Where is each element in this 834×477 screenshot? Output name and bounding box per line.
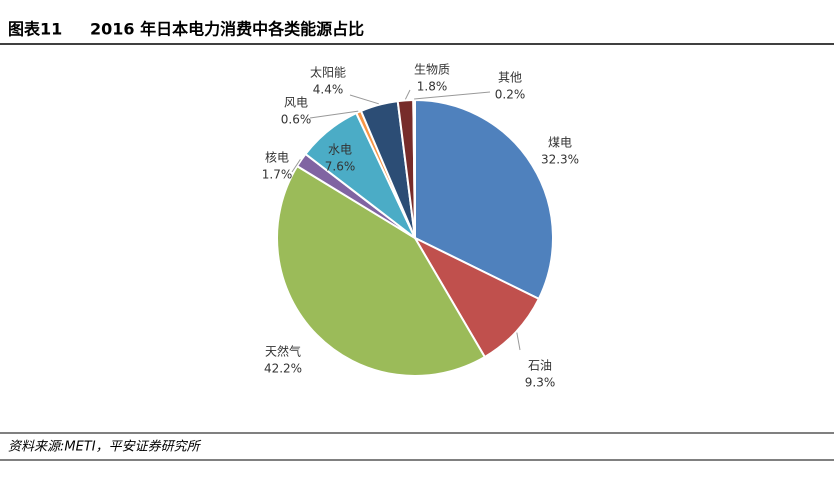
slice-name: 太阳能 [310, 65, 346, 80]
leader-line [349, 94, 379, 105]
pie-slice [412, 235, 541, 359]
chart-title: 2016 年日本电力消费中各类能源占比 [90, 20, 364, 39]
slice-name: 其他 [498, 71, 522, 85]
slice-value: 0.2% [495, 88, 526, 102]
leader-line [516, 332, 521, 351]
source-note: 资料来源:METI，平安证券研究所 [8, 439, 202, 455]
leader-line [414, 91, 491, 100]
leader-line [404, 89, 411, 100]
slice-value: 9.3% [525, 376, 556, 390]
pie-slice [414, 98, 554, 301]
slice-value: 1.7% [262, 168, 293, 182]
leader-line [309, 110, 359, 119]
slice-name: 水电 [328, 143, 352, 157]
slice-name: 天然气 [265, 344, 301, 359]
slice-value: 7.6% [325, 160, 356, 174]
slice-value: 0.6% [281, 113, 312, 127]
slice-name: 石油 [528, 359, 552, 373]
figure-label: 图表11 [8, 20, 62, 39]
slice-name: 风电 [284, 96, 308, 110]
slice-value: 32.3% [541, 153, 579, 167]
slice-name: 核电 [265, 151, 289, 165]
pie-slice [412, 98, 416, 239]
slice-name: 生物质 [414, 63, 450, 77]
pie-slice [276, 164, 487, 377]
slice-value: 42.2% [264, 362, 302, 376]
slice-value: 4.4% [313, 83, 344, 97]
slice-name: 煤电 [548, 136, 572, 150]
slice-value: 1.8% [417, 80, 448, 94]
leader-line [291, 159, 301, 173]
